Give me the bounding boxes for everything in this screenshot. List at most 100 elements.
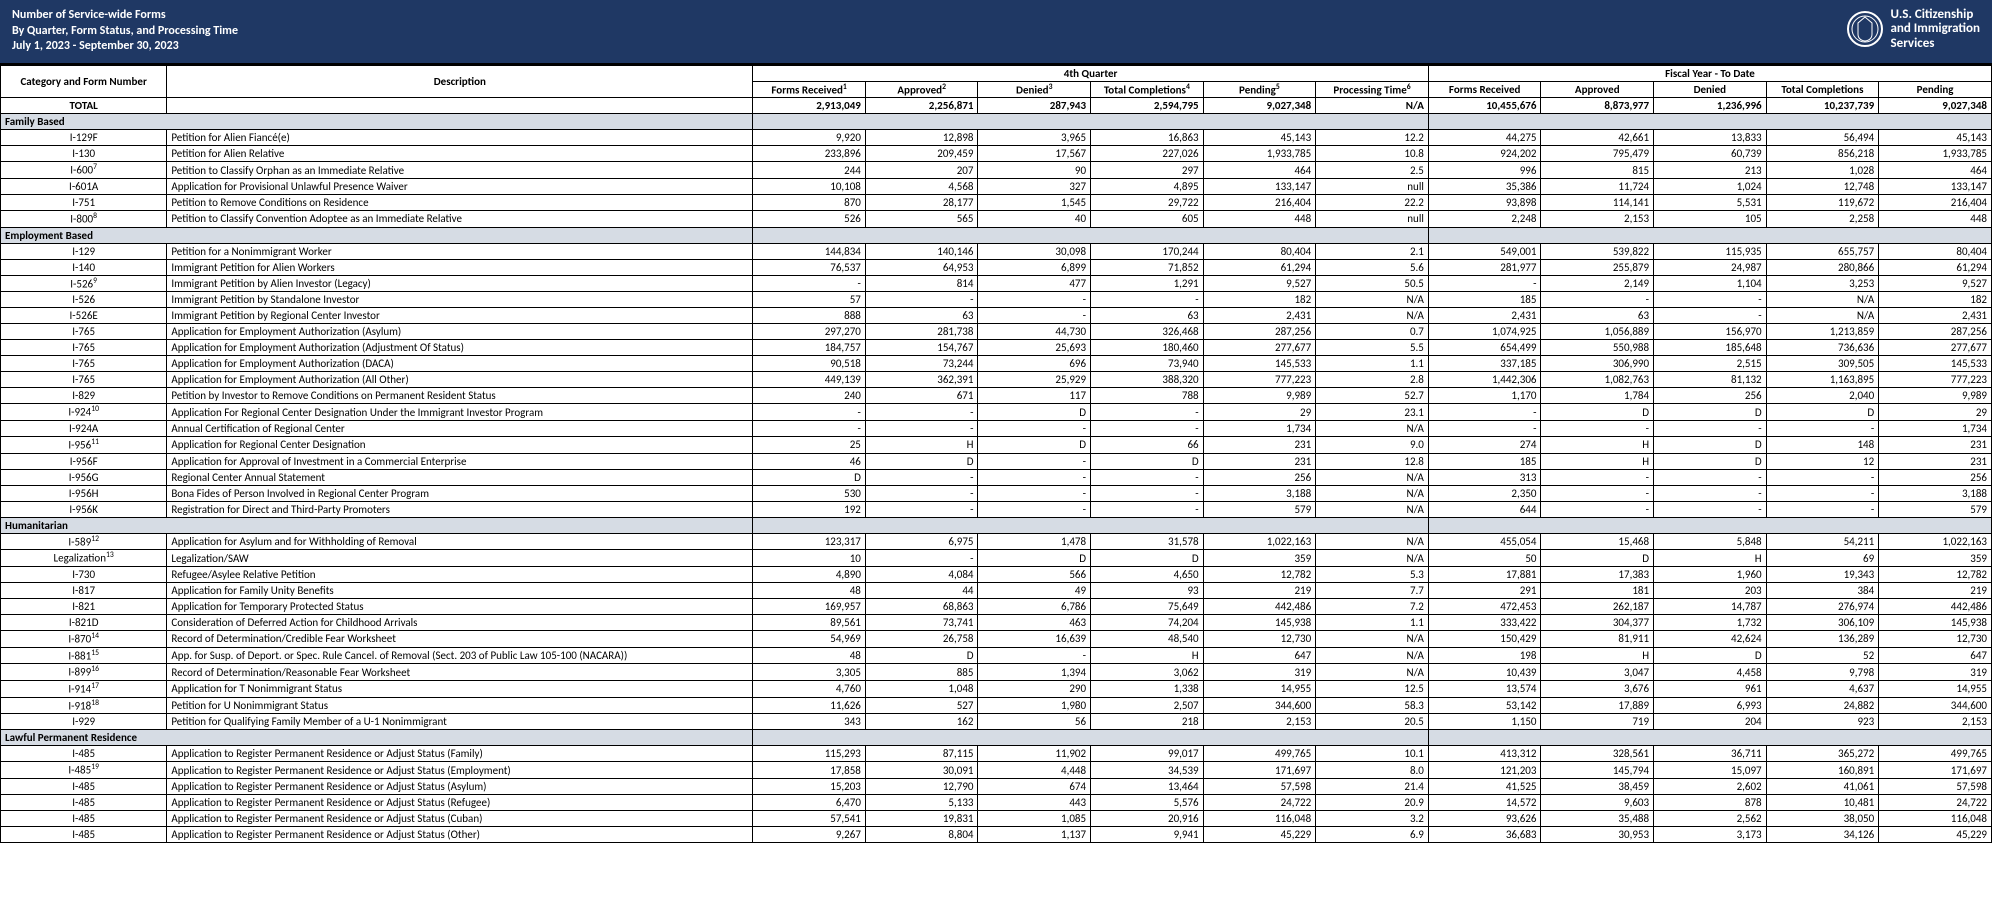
cell-value: 20.5: [1316, 714, 1429, 730]
cell-value: 17,567: [978, 146, 1091, 162]
cell-value: 121,203: [1428, 762, 1541, 779]
form-number: I-765: [1, 324, 167, 340]
cell-value: 182: [1879, 292, 1992, 308]
cell-value: 10: [753, 550, 866, 567]
table-row: I-526EImmigrant Petition by Regional Cen…: [1, 308, 1992, 324]
cell-value: 3,676: [1541, 681, 1654, 698]
form-description: Application for Regional Center Designat…: [167, 437, 753, 454]
cell-value: 182: [1203, 292, 1316, 308]
cell-value: 777,223: [1203, 372, 1316, 388]
table-row: I-89916Record of Determination/Reasonabl…: [1, 664, 1992, 681]
cell-value: 57,541: [753, 810, 866, 826]
cell-value: 6,470: [753, 794, 866, 810]
cell-value: 477: [978, 275, 1091, 292]
col-y-2: Denied: [1654, 81, 1767, 98]
form-number: I-929: [1, 714, 167, 730]
cell-value: 61,294: [1879, 259, 1992, 275]
cell-value: 34,126: [1766, 826, 1879, 842]
form-description: Application for Family Unity Benefits: [167, 583, 753, 599]
table-row: I-6007Petition to Classify Orphan as an …: [1, 162, 1992, 179]
cell-value: 565: [865, 211, 978, 228]
cell-value: 2,507: [1091, 697, 1204, 714]
cell-value: 9,920: [753, 130, 866, 146]
cell-value: 280,866: [1766, 259, 1879, 275]
cell-value: 313: [1428, 469, 1541, 485]
cell-value: 3,047: [1541, 664, 1654, 681]
cell-value: 1,048: [865, 681, 978, 698]
cell-value: -: [1091, 501, 1204, 517]
cell-value: 63: [1541, 308, 1654, 324]
cell-value: -: [1766, 469, 1879, 485]
cell-value: 148: [1766, 437, 1879, 454]
form-number: I-6007: [1, 162, 167, 179]
cell-value: 499,765: [1879, 746, 1992, 762]
report-header: Number of Service-wide Forms By Quarter,…: [0, 0, 1992, 65]
cell-value: 44,730: [978, 324, 1091, 340]
cell-value: 63: [1091, 308, 1204, 324]
cell-value: 160,891: [1766, 762, 1879, 779]
cell-value: N/A: [1316, 533, 1429, 550]
form-description: Application for Temporary Protected Stat…: [167, 599, 753, 615]
cell-value: 1,150: [1428, 714, 1541, 730]
form-description: Application to Register Permanent Reside…: [167, 794, 753, 810]
form-number: I-485: [1, 810, 167, 826]
cell-value: 499,765: [1203, 746, 1316, 762]
table-header: Category and Form Number Description 4th…: [1, 65, 1992, 98]
cell-value: 1,236,996: [1654, 98, 1767, 114]
cell-value: 277,677: [1879, 340, 1992, 356]
cell-value: D: [1541, 550, 1654, 567]
cell-value: 52: [1766, 647, 1879, 664]
cell-value: 814: [865, 275, 978, 292]
cell-value: 448: [1203, 211, 1316, 228]
cell-value: 1,960: [1654, 567, 1767, 583]
cell-value: D: [865, 453, 978, 469]
cell-value: 388,320: [1091, 372, 1204, 388]
cell-value: 696: [978, 356, 1091, 372]
cell-value: 530: [753, 485, 866, 501]
cell-value: 218: [1091, 714, 1204, 730]
cell-value: 4,895: [1091, 179, 1204, 195]
col-q-2: Denied3: [978, 81, 1091, 98]
cell-value: 17,858: [753, 762, 866, 779]
form-number: I-92410: [1, 404, 167, 421]
table-row: I-485Application to Register Permanent R…: [1, 826, 1992, 842]
cell-value: N/A: [1316, 308, 1429, 324]
table-row: I-765Application for Employment Authoriz…: [1, 356, 1992, 372]
cell-value: 38,050: [1766, 810, 1879, 826]
form-description: Record of Determination/Reasonable Fear …: [167, 664, 753, 681]
cell-value: 10.8: [1316, 146, 1429, 162]
table-row: I-87014Record of Determination/Credible …: [1, 631, 1992, 648]
cell-value: -: [753, 275, 866, 292]
cell-value: 878: [1654, 794, 1767, 810]
cell-value: 61,294: [1203, 259, 1316, 275]
cell-value: 64,953: [865, 259, 978, 275]
cell-value: 2,562: [1654, 810, 1767, 826]
title-line-1: Number of Service-wide Forms: [12, 8, 238, 24]
cell-value: 20.9: [1316, 794, 1429, 810]
cell-value: 74,204: [1091, 615, 1204, 631]
cell-value: 57,598: [1203, 778, 1316, 794]
cell-value: 2,431: [1879, 308, 1992, 324]
cell-value: 2,602: [1654, 778, 1767, 794]
table-row: I-129Petition for a Nonimmigrant Worker1…: [1, 243, 1992, 259]
cell-value: -: [753, 404, 866, 421]
cell-value: -: [865, 485, 978, 501]
cell-value: 7.7: [1316, 583, 1429, 599]
cell-value: 343: [753, 714, 866, 730]
cell-value: 3,062: [1091, 664, 1204, 681]
cell-value: 6.9: [1316, 826, 1429, 842]
cell-value: 9.0: [1316, 437, 1429, 454]
cell-value: N/A: [1316, 550, 1429, 567]
forms-table: Category and Form Number Description 4th…: [0, 65, 1992, 843]
cell-value: 10,455,676: [1428, 98, 1541, 114]
cell-value: 996: [1428, 162, 1541, 179]
cell-value: 123,317: [753, 533, 866, 550]
cell-value: D: [1654, 453, 1767, 469]
cell-value: 442,486: [1879, 599, 1992, 615]
table-row: I-730Refugee/Asylee Relative Petition4,8…: [1, 567, 1992, 583]
cell-value: 2.5: [1316, 162, 1429, 179]
cell-value: -: [753, 421, 866, 437]
cell-value: 1,980: [978, 697, 1091, 714]
cell-value: 2,350: [1428, 485, 1541, 501]
cell-value: N/A: [1766, 308, 1879, 324]
